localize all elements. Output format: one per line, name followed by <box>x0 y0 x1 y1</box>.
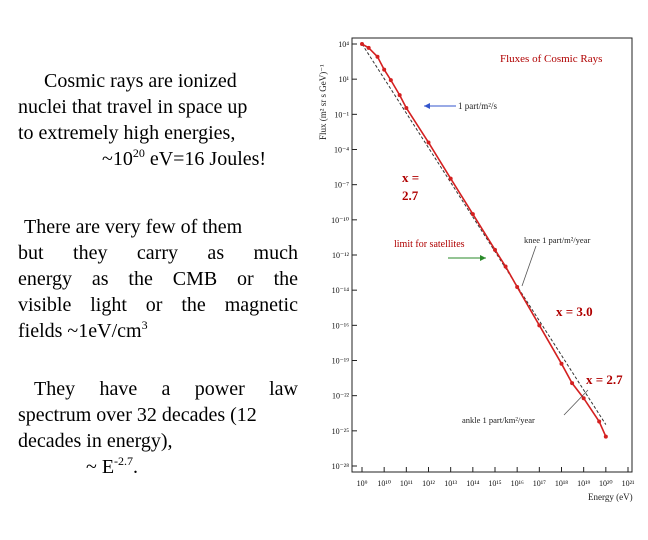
arrow-blue-head <box>424 103 430 109</box>
data-point <box>448 176 453 181</box>
y-axis-label: Flux (m² sr s GeV)⁻¹ <box>318 64 328 140</box>
cosmic-ray-flux-chart: 10⁴ 10¹ 10⁻¹ 10⁻⁴ 10⁻⁷ 10⁻¹⁰ 10⁻¹² 10⁻¹⁴ 10⁻¹⁶ 10… <box>316 30 648 508</box>
slope-label-2-7-right: x = 2.7 <box>586 372 623 387</box>
data-point <box>581 396 586 401</box>
ankle-pointer <box>563 389 589 416</box>
x-tick-label: 10¹⁵ <box>488 479 501 488</box>
x-tick-label: 10²⁰ <box>599 479 613 488</box>
spectrum-line: ~ E-2.7. <box>18 454 298 480</box>
data-point <box>603 434 608 439</box>
data-point <box>404 105 409 110</box>
energy-suffix: eV=16 Joules! <box>144 148 267 170</box>
fields-line: fields ~1eV/cm3 <box>18 318 298 344</box>
data-point <box>597 419 602 424</box>
data-point <box>360 42 364 46</box>
y-tick-label: 10⁻²⁸ <box>332 462 350 471</box>
text-line: spectrum over 32 decades (12 <box>18 404 257 426</box>
x-tick-label: 10¹³ <box>444 479 457 488</box>
annotation-ankle: ankle 1 part/km²/year <box>462 415 535 425</box>
x-tick-label: 10¹¹ <box>400 479 413 488</box>
power-law-guide <box>361 43 607 425</box>
y-tick-label: 10⁻¹⁴ <box>332 286 350 295</box>
x-axis-ticks: 10⁹ 10¹⁰ 10¹¹ 10¹² 10¹³ 10¹⁴ 10¹⁵ 10¹⁶ 10¹⁷ 10¹⁸ 1… <box>357 467 635 488</box>
slope-label-left-b: 2.7 <box>402 188 419 203</box>
data-point <box>493 247 497 252</box>
data-point <box>375 54 380 59</box>
chart-svg: 10⁴ 10¹ 10⁻¹ 10⁻⁴ 10⁻⁷ 10⁻¹⁰ 10⁻¹² 10⁻¹⁴ 10⁻¹⁶ 10… <box>318 37 635 502</box>
data-point <box>515 284 520 289</box>
y-tick-label: 10⁻²⁵ <box>332 427 350 436</box>
y-axis-ticks: 10⁴ 10¹ 10⁻¹ 10⁻⁴ 10⁻⁷ 10⁻¹⁰ 10⁻¹² 10⁻¹⁴ 10⁻¹⁶ 10… <box>331 40 357 471</box>
x-tick-label: 10¹⁴ <box>466 479 479 488</box>
data-point <box>366 45 371 50</box>
text-line: decades in energy), <box>18 430 173 452</box>
data-point <box>570 381 575 386</box>
paragraph-cosmic-rays-definition: Cosmic rays are ionized nuclei that trav… <box>18 68 298 172</box>
annotation-limit-satellites: limit for satellites <box>394 239 465 250</box>
paragraph-energy-comparison: There are very few of them but they carr… <box>18 214 298 344</box>
data-point <box>397 93 402 98</box>
data-point <box>426 140 431 145</box>
y-tick-label: 10¹ <box>339 75 350 84</box>
spectrum-suffix: . <box>133 456 139 478</box>
x-tick-label: 10¹² <box>422 479 435 488</box>
data-point <box>503 264 508 269</box>
y-tick-label: 10⁻¹² <box>332 251 350 260</box>
energy-exponent: 20 <box>132 146 145 160</box>
text-line: They have a power law <box>34 378 298 400</box>
data-point <box>470 212 475 217</box>
x-tick-label: 10²¹ <box>622 479 635 488</box>
paragraph-power-law: They have a power law spectrum over 32 d… <box>18 376 298 480</box>
y-tick-label: 10⁻²² <box>332 392 350 401</box>
data-point <box>537 323 542 328</box>
x-tick-label: 10¹⁷ <box>533 479 546 488</box>
fields-exponent: 3 <box>141 318 148 332</box>
y-tick-label: 10⁻¹⁹ <box>332 357 350 366</box>
x-axis-label: Energy (eV) <box>588 492 633 502</box>
text-line: visible light or the magnetic <box>18 294 298 316</box>
y-tick-label: 10⁻¹⁰ <box>331 216 349 225</box>
fields-text: fields ~1eV/cm <box>18 320 142 342</box>
x-tick-label: 10¹⁹ <box>577 479 590 488</box>
text-line: but they carry as much <box>18 242 298 264</box>
text-line: There are very few of them <box>24 216 243 238</box>
y-tick-label: 10⁴ <box>338 40 349 49</box>
x-tick-label: 10⁹ <box>357 479 368 488</box>
data-series <box>360 42 608 439</box>
y-tick-label: 10⁻¹ <box>334 110 349 119</box>
annotation-knee: knee 1 part/m²/year <box>524 235 590 245</box>
knee-pointer <box>521 245 537 287</box>
y-tick-label: 10⁻⁷ <box>334 181 349 190</box>
x-tick-label: 10¹⁰ <box>377 479 391 488</box>
energy-line: ~1020 eV=16 Joules! <box>18 146 298 172</box>
chart-title: Fluxes of Cosmic Rays <box>500 53 602 65</box>
spectrum-exponent: -2.7 <box>114 454 134 468</box>
spectrum-prefix: ~ E <box>86 456 115 478</box>
energy-prefix: ~10 <box>102 148 133 170</box>
guide-line <box>361 43 607 425</box>
data-point <box>559 361 564 366</box>
y-tick-label: 10⁻¹⁶ <box>332 321 350 330</box>
y-tick-label: 10⁻⁴ <box>334 146 349 155</box>
annotation-one-per-m2-s: 1 part/m²/s <box>458 101 497 111</box>
slope-label-left-a: x = <box>402 170 419 185</box>
data-point <box>382 67 387 72</box>
x-tick-label: 10¹⁶ <box>511 479 524 488</box>
text-line: nuclei that travel in space up <box>18 96 248 118</box>
data-point <box>388 78 393 83</box>
slope-label-3-0: x = 3.0 <box>556 304 593 319</box>
text-line: energy as the CMB or the <box>18 268 298 290</box>
text-line: to extremely high energies, <box>18 122 236 144</box>
x-tick-label: 10¹⁸ <box>555 479 568 488</box>
arrow-green-head <box>480 255 486 261</box>
text-line: Cosmic rays are ionized <box>44 70 237 92</box>
